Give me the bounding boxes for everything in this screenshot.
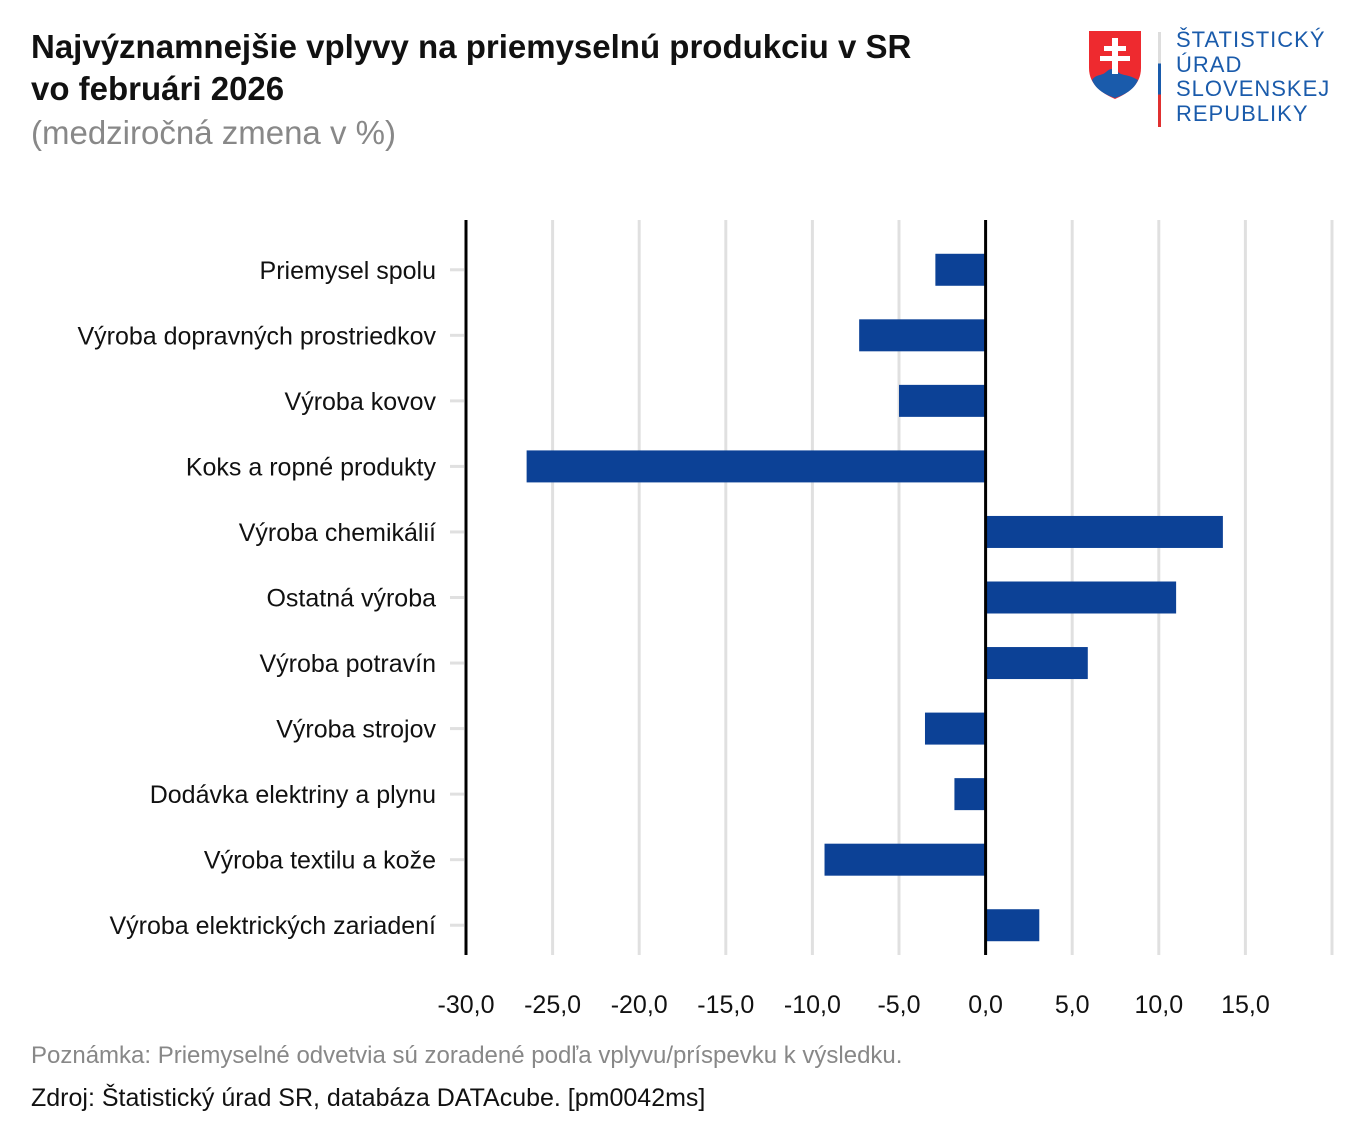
bar — [985, 647, 1088, 680]
category-label: Dodávka elektriny a plynu — [150, 781, 436, 809]
x-tick-label: -5,0 — [877, 991, 920, 1019]
bar — [985, 909, 1040, 942]
x-tick-label: -20,0 — [611, 991, 668, 1019]
chart-title: Najvýznamnejšie vplyvy na priemyselnú pr… — [31, 26, 1031, 110]
bar — [985, 581, 1177, 614]
title-line-2: vo februári 2026 — [31, 70, 285, 107]
source-text: Zdroj: Štatistický úrad SR, databáza DAT… — [31, 1084, 706, 1112]
bar — [899, 384, 986, 417]
x-tick-label: 5,0 — [1055, 991, 1090, 1019]
category-label: Koks a ropné produkty — [186, 453, 437, 481]
x-tick-label: 0,0 — [968, 991, 1003, 1019]
category-label: Priemysel spolu — [260, 257, 436, 285]
logo-line: ŠTATISTICKÝ — [1176, 27, 1326, 52]
footnote: Poznámka: Priemyselné odvetvia sú zorade… — [31, 1042, 903, 1069]
category-label: Výroba potravín — [260, 650, 437, 678]
x-tick-label: 10,0 — [1134, 991, 1183, 1019]
logo-divider — [1158, 32, 1161, 127]
category-label: Výroba textilu a kože — [204, 847, 436, 875]
bar — [526, 450, 986, 483]
category-label: Výroba dopravných prostriedkov — [77, 322, 436, 350]
bar — [924, 712, 986, 745]
category-label: Výroba kovov — [285, 388, 437, 416]
category-label: Výroba elektrických zariadení — [109, 912, 436, 940]
x-tick-label: 15,0 — [1221, 991, 1270, 1019]
x-tick-label: -15,0 — [697, 991, 754, 1019]
bar — [985, 515, 1223, 548]
logo-line: SLOVENSKEJ — [1176, 76, 1331, 101]
x-tick-label: -10,0 — [784, 991, 841, 1019]
title-line-1: Najvýznamnejšie vplyvy na priemyselnú pr… — [31, 28, 912, 65]
chart-subtitle: (medziročná zmena v %) — [31, 114, 396, 151]
bar — [954, 778, 986, 811]
x-tick-label: -25,0 — [524, 991, 581, 1019]
category-label: Výroba strojov — [276, 716, 436, 744]
logo-line: REPUBLIKY — [1176, 100, 1309, 126]
logo-line: ÚRAD — [1176, 51, 1243, 77]
category-label: Výroba chemikálií — [239, 519, 436, 547]
x-tick-label: -30,0 — [438, 991, 495, 1019]
bar — [824, 843, 986, 876]
bar — [859, 319, 986, 352]
category-label: Ostatná výroba — [266, 585, 436, 613]
logo-text: ŠTATISTICKÝ ÚRAD SLOVENSKEJ REPUBLIKY — [1176, 27, 1331, 126]
coat-of-arms-icon — [1089, 31, 1141, 99]
bar — [935, 253, 986, 286]
